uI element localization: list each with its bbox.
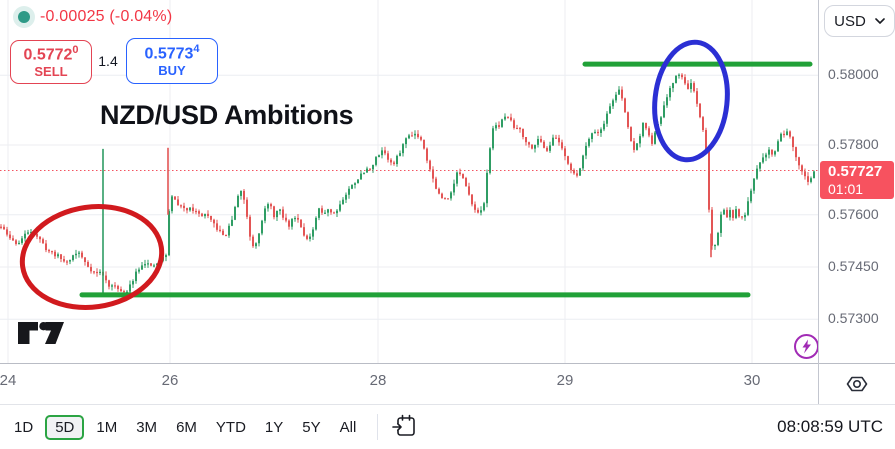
range-button-6m[interactable]: 6M — [176, 418, 197, 436]
spread-value: 1.4 — [98, 53, 118, 69]
range-button-3m[interactable]: 3M — [136, 418, 158, 436]
buy-price: 0.57734 — [144, 43, 200, 63]
currency-selector-value: USD — [834, 12, 866, 30]
toolbar-divider — [377, 414, 379, 440]
time-axis-label: 24 — [0, 372, 17, 389]
price-change-text: -0.00025 (-0.04%) — [40, 8, 173, 25]
range-button-5y[interactable]: 5Y — [302, 418, 321, 436]
sell-button[interactable]: 0.57720 SELL — [10, 40, 92, 84]
range-button-1m[interactable]: 1M — [96, 418, 118, 436]
time-axis-label: 30 — [743, 372, 761, 389]
range-button-1y[interactable]: 1Y — [264, 418, 284, 436]
time-axis[interactable]: 24 26 28 29 30 — [0, 364, 818, 404]
range-button-1d[interactable]: 1D — [14, 418, 34, 436]
axis-vertical-border — [818, 0, 819, 404]
currency-selector[interactable]: USD — [824, 5, 895, 37]
sell-label: SELL — [34, 63, 68, 79]
buy-button[interactable]: 0.57734 BUY — [126, 38, 218, 84]
buy-label: BUY — [158, 62, 186, 78]
last-price-time: 01:01 — [828, 181, 864, 198]
chevron-down-icon — [875, 18, 885, 24]
chart-area[interactable]: -0.00025 (-0.04%) 0.57720 SELL 1.4 0.577… — [0, 0, 820, 363]
range-button-all[interactable]: All — [339, 418, 357, 436]
candles-group — [0, 73, 815, 295]
tradingview-logo-icon[interactable] — [18, 322, 68, 349]
lightning-icon[interactable] — [793, 333, 820, 360]
last-price-value: 0.57727 — [828, 163, 883, 181]
sell-price: 0.57720 — [23, 44, 79, 64]
red-ellipse-lows[interactable] — [16, 198, 169, 317]
range-button-ytd[interactable]: YTD — [215, 418, 246, 436]
axis-settings-button[interactable] — [819, 364, 895, 404]
range-button-5d[interactable]: 5D — [45, 414, 85, 440]
time-axis-label: 26 — [161, 372, 179, 389]
hexagon-settings-icon — [846, 376, 868, 392]
go-to-date-button[interactable] — [390, 413, 418, 441]
price-axis[interactable]: 0.57727 01:01 0.58000 0.57800 0.57600 0.574… — [819, 0, 895, 363]
price-axis-label: 0.57300 — [828, 310, 879, 327]
blue-ellipse-peak[interactable] — [649, 39, 733, 164]
price-axis-label: 0.57600 — [828, 205, 879, 222]
range-selector: 1D 5D 1M 3M 6M YTD 1Y 5Y All — [14, 414, 375, 440]
candlestick-chart[interactable] — [0, 0, 818, 363]
time-axis-label: 28 — [369, 372, 387, 389]
time-axis-label: 29 — [556, 372, 574, 389]
price-axis-label: 0.57800 — [828, 136, 879, 152]
utc-clock: 08:08:59 UTC — [777, 417, 883, 436]
price-change-row: -0.00025 (-0.04%) — [18, 8, 172, 26]
bottom-toolbar: 1D 5D 1M 3M 6M YTD 1Y 5Y All 08:08:59 UTC — [0, 405, 895, 449]
last-price-label: 0.57727 01:01 — [820, 161, 894, 200]
chart-title: NZD/USD Ambitions — [100, 100, 354, 130]
price-axis-label: 0.57450 — [828, 258, 879, 274]
toolbar-border — [0, 404, 895, 405]
price-axis-label: 0.58000 — [828, 66, 879, 83]
market-status-icon — [18, 11, 30, 23]
axis-horizontal-border — [0, 363, 895, 364]
calendar-arrow-icon — [391, 414, 416, 436]
